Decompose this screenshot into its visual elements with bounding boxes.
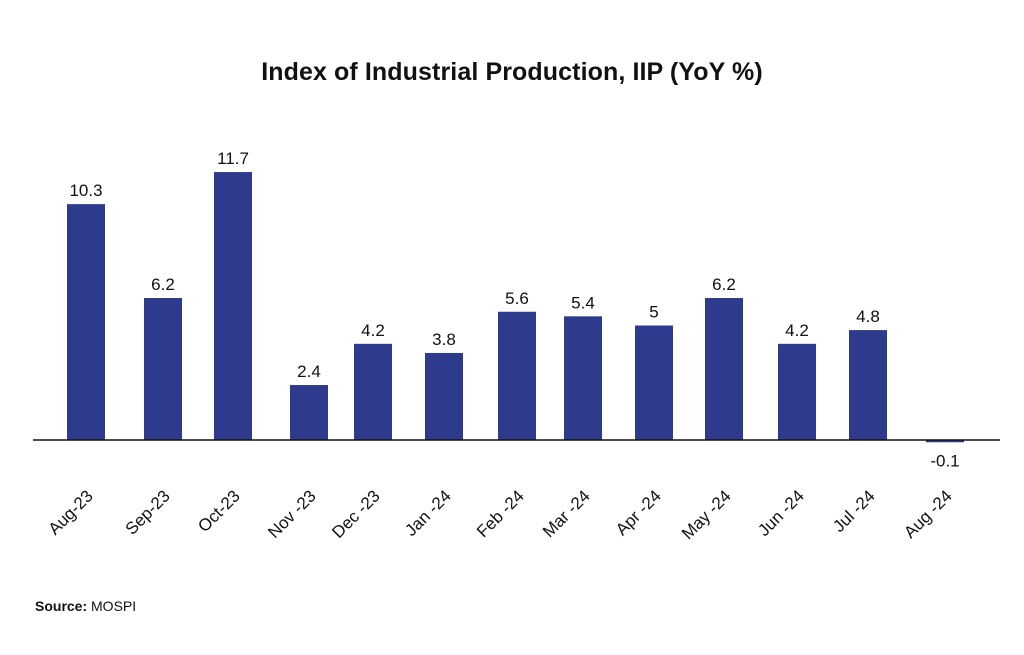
- x-tick-label: May -24: [678, 486, 735, 543]
- bar: [144, 298, 182, 440]
- data-label: 5.4: [571, 293, 595, 312]
- bar: [67, 204, 105, 440]
- x-tick-label: Apr -24: [612, 486, 665, 539]
- chart-title: Index of Industrial Production, IIP (YoY…: [261, 58, 763, 86]
- bar: [290, 385, 328, 440]
- bar: [425, 352, 463, 440]
- x-tick-label: Jul -24: [829, 486, 879, 536]
- x-tick-label: Mar -24: [539, 486, 594, 541]
- bar: [498, 311, 536, 440]
- x-tick-label: Sep-23: [122, 486, 174, 538]
- x-tick-label: Aug-23: [45, 486, 97, 538]
- bar: [778, 343, 816, 440]
- bar: [705, 298, 743, 440]
- data-label: 2.4: [297, 362, 321, 381]
- data-label: 6.2: [712, 275, 736, 294]
- source-label: Source:: [35, 598, 88, 614]
- bar: [214, 172, 252, 440]
- source-note: Source: MOSPI: [35, 598, 136, 614]
- data-label: 4.2: [785, 321, 809, 340]
- data-label: 6.2: [151, 275, 175, 294]
- x-tick-label: Dec -23: [328, 486, 384, 542]
- data-label: 5: [649, 303, 658, 322]
- data-label: 11.7: [217, 149, 249, 168]
- bar: [849, 330, 887, 440]
- bar: [635, 325, 673, 440]
- data-label: -0.1: [930, 451, 959, 470]
- x-tick-label: Jun -24: [754, 486, 808, 540]
- bar: [926, 440, 964, 443]
- x-tick-label: Aug -24: [900, 486, 956, 542]
- bar: [354, 343, 392, 440]
- source-text: MOSPI: [91, 598, 137, 614]
- data-label: 4.8: [856, 307, 880, 326]
- bar: [564, 316, 602, 440]
- data-label: 3.8: [432, 330, 456, 349]
- x-tick-label: Jan -24: [401, 486, 455, 540]
- data-label: 5.6: [505, 289, 529, 308]
- x-tick-label: Nov -23: [264, 486, 320, 542]
- data-label: 10.3: [69, 181, 102, 200]
- x-tick-label: Oct-23: [194, 486, 244, 536]
- x-tick-label: Feb -24: [473, 486, 528, 541]
- data-label: 4.2: [361, 321, 385, 340]
